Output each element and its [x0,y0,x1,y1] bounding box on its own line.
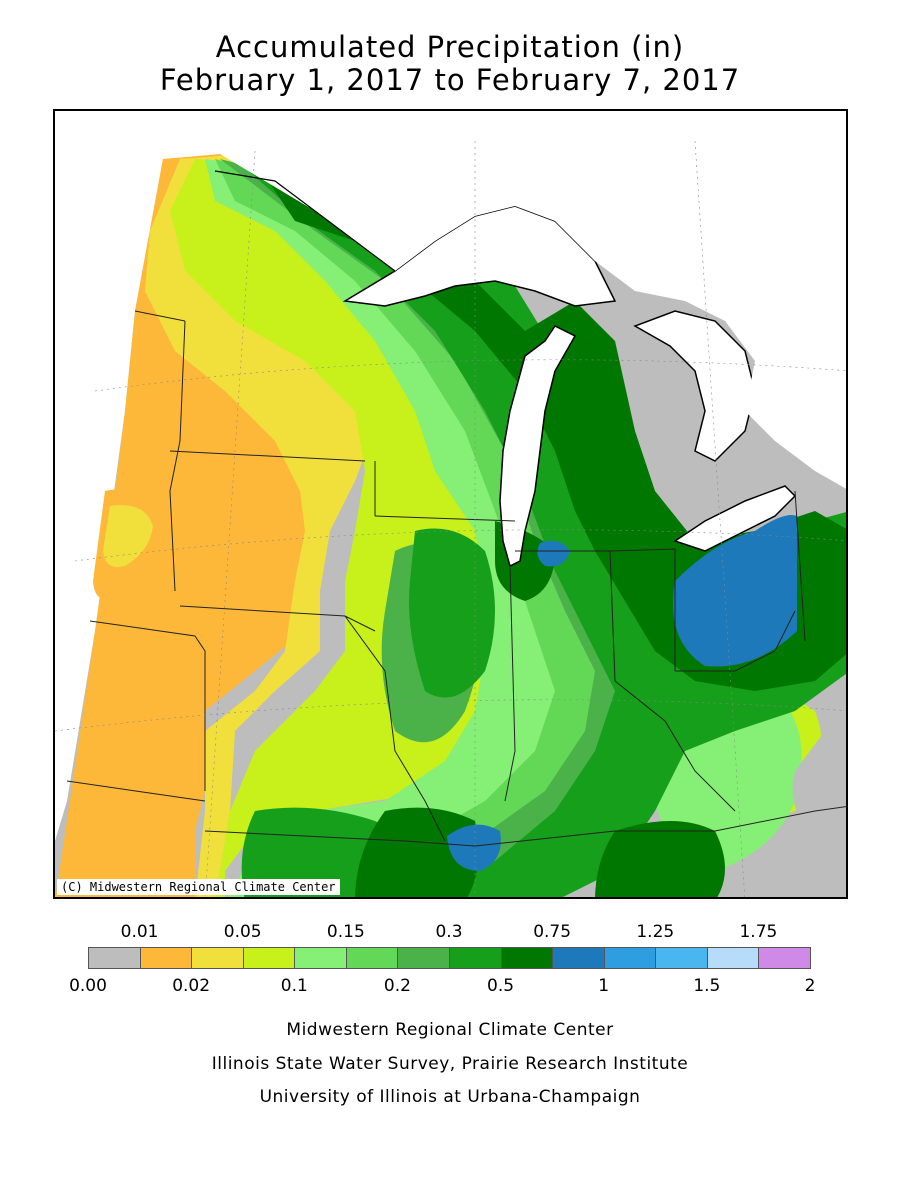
lake-michigan [499,325,577,568]
legend-top-label: 0.01 [120,922,159,942]
legend-swatch [758,947,811,969]
legend-swatch [655,947,708,969]
credit-organization: Midwestern Regional Climate Center [286,1020,614,1040]
lake-superior [342,205,617,307]
legend-swatch [242,947,296,969]
legend-bottom-label: 0.02 [172,976,211,996]
legend-swatch [294,947,347,969]
legend-swatch [139,947,193,969]
legend-top-label: 0.05 [223,922,262,942]
legend-bottom-label: 1 [598,976,610,996]
state-borders [66,310,846,847]
legend-bottom-label: 0.2 [383,976,411,996]
legend-top-label: 0.15 [326,922,365,942]
credit-university: University of Illinois at Urbana-Champai… [259,1087,641,1107]
legend-bottom-label: 0.1 [280,976,308,996]
legend-swatch [345,947,399,969]
legend-top-label: 1.25 [636,922,675,942]
precip-band-0.1 [205,159,575,897]
precip-band-0.3 [235,159,846,897]
precip-band-0.5 [255,161,846,691]
legend-swatch [191,947,244,969]
precipitation-map: (C) Midwestern Regional Climate Center [53,109,848,899]
legend-swatch [449,947,502,969]
graticule [55,140,846,897]
credit-institute: Illinois State Water Survey, Prairie Res… [211,1054,689,1074]
legend-top-label: 1.75 [739,922,778,942]
map-graphic [55,111,846,897]
legend-swatch [603,947,657,969]
legend-bottom-label: 1.5 [693,976,721,996]
legend-swatch [500,947,554,969]
legend-swatch [88,947,141,969]
legend-swatch [552,947,605,969]
precip-band-0.75 [673,515,797,667]
legend-bottom-label: 0.5 [487,976,515,996]
legend-bottom-label: 2 [804,976,816,996]
legend-swatch [397,947,450,969]
legend-swatch [706,947,760,969]
map-copyright: (C) Midwestern Regional Climate Center [57,879,340,895]
legend-top-label: 0.75 [533,922,572,942]
legend-top-label: 0.3 [435,922,463,942]
legend-colorbar [88,947,811,971]
map-date-range: February 1, 2017 to February 7, 2017 [159,63,741,97]
map-title: Accumulated Precipitation (in) [215,30,685,64]
lake-huron [633,310,756,462]
legend-bottom-label: 0.00 [69,976,107,996]
